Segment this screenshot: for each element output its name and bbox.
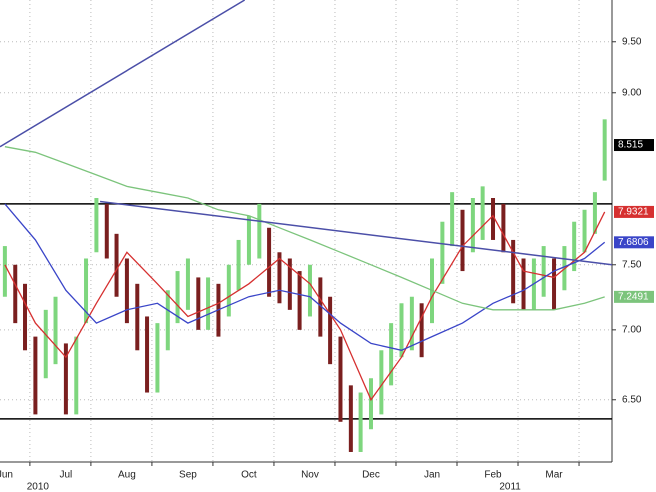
price-bar	[94, 198, 99, 253]
price-bar	[521, 258, 526, 310]
price-bar	[165, 290, 170, 351]
x-tick-label: Jan	[424, 470, 440, 481]
year-label: 2010	[27, 482, 50, 492]
price-bar	[358, 392, 363, 452]
price-bar	[104, 203, 109, 259]
value-badge-label: 7.6806	[618, 237, 649, 248]
price-bar	[368, 378, 373, 430]
price-bar	[185, 258, 190, 310]
price-bar	[114, 233, 119, 297]
price-bar	[155, 323, 160, 393]
value-badge-label: 8.515	[618, 140, 643, 151]
price-bar	[460, 209, 465, 272]
value-badge	[614, 205, 654, 218]
price-bar	[470, 198, 475, 253]
price-bar	[287, 258, 292, 310]
y-tick-label: 6.50	[622, 394, 642, 405]
x-tick-label: Jul	[59, 470, 72, 481]
x-tick-label: Dec	[362, 470, 380, 481]
price-bar	[267, 227, 272, 297]
price-bar	[338, 336, 343, 422]
value-badge-label: 7.9321	[618, 207, 649, 218]
price-bar	[348, 385, 353, 452]
price-bar	[328, 296, 333, 365]
y-tick-label: 9.00	[622, 87, 642, 98]
price-bar	[379, 350, 384, 415]
y-tick-label: 7.00	[622, 324, 642, 335]
x-tick-label: Nov	[301, 470, 319, 481]
moving-average-line	[4, 146, 605, 311]
price-bar	[2, 246, 7, 297]
price-bar	[33, 336, 38, 415]
x-tick-label: Mar	[545, 470, 563, 481]
price-bar	[318, 277, 323, 337]
x-tick-label: Jun	[0, 470, 13, 481]
price-bar	[592, 192, 597, 234]
value-badge	[614, 290, 654, 303]
price-bar	[246, 215, 251, 265]
price-bar	[23, 283, 28, 351]
price-bar	[552, 258, 557, 310]
price-bar	[307, 264, 312, 317]
price-bar	[450, 192, 455, 247]
price-bar	[419, 303, 424, 358]
x-tick-label: Sep	[179, 470, 197, 481]
value-badge	[614, 236, 654, 249]
trendline	[0, 0, 246, 148]
trendline	[99, 200, 613, 266]
price-bar	[43, 309, 48, 379]
moving-average-line	[4, 203, 606, 351]
price-bar	[226, 264, 231, 317]
price-bar	[541, 246, 546, 297]
price-bar	[491, 198, 496, 240]
price-bar	[74, 336, 79, 415]
year-label: 2011	[499, 482, 521, 492]
price-bar	[84, 258, 89, 324]
price-bar	[196, 277, 201, 330]
y-tick-label: 7.50	[622, 259, 642, 270]
price-bar	[501, 203, 506, 253]
price-bar	[572, 221, 577, 272]
price-bar	[277, 252, 282, 304]
plot-area	[0, 0, 612, 462]
price-bar	[409, 296, 414, 351]
value-badge-label: 7.2491	[618, 292, 649, 303]
price-bar	[602, 119, 607, 181]
price-bar	[511, 239, 516, 304]
price-bar	[297, 271, 302, 330]
y-tick-label: 9.50	[622, 36, 642, 47]
price-bar	[145, 316, 150, 393]
value-badge	[614, 139, 654, 152]
x-tick-label: Oct	[241, 470, 257, 481]
price-bar	[440, 221, 445, 284]
x-tick-label: Feb	[484, 470, 502, 481]
price-bar	[480, 186, 485, 240]
price-bar	[582, 209, 587, 253]
x-tick-label: Aug	[118, 470, 136, 481]
price-bar	[175, 271, 180, 324]
price-bar	[13, 264, 18, 324]
price-bar	[257, 203, 262, 259]
price-bar	[53, 296, 58, 365]
price-bar	[236, 239, 241, 291]
price-bar	[135, 283, 140, 351]
price-bar	[63, 343, 68, 415]
price-bar	[206, 277, 211, 330]
price-bar	[124, 258, 129, 324]
price-bar	[399, 303, 404, 358]
price-bar	[389, 323, 394, 386]
